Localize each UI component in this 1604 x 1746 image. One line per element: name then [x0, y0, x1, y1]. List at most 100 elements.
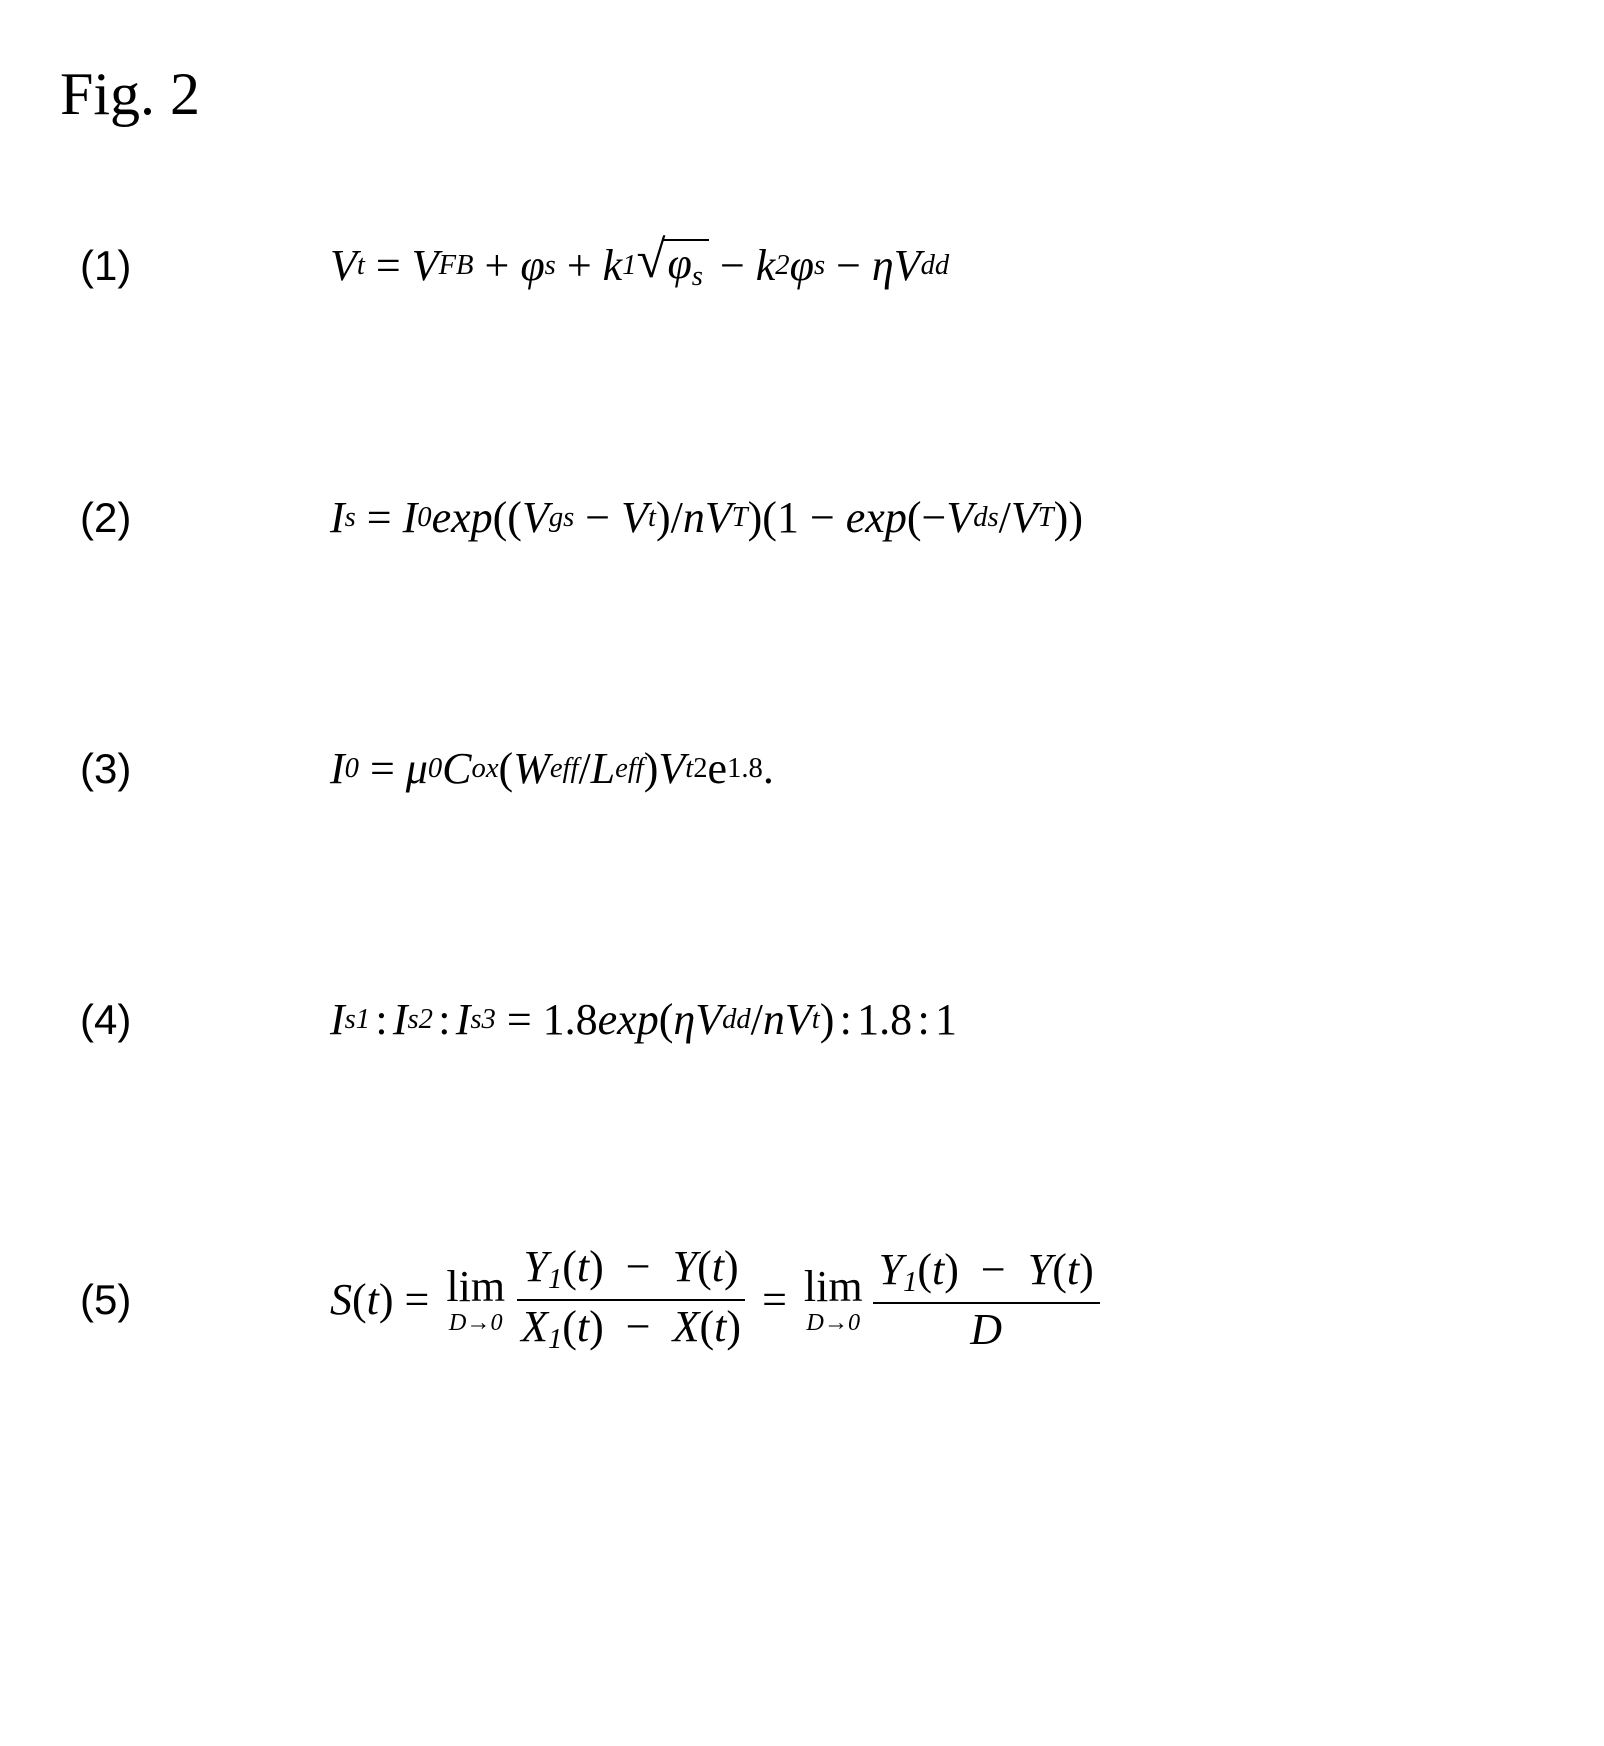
eq4-I1: I — [330, 994, 345, 1045]
eq3-L-sub: eff — [615, 753, 644, 785]
eq2-exp2: exp — [846, 492, 907, 543]
eq1-t4-sub: s — [814, 250, 825, 282]
eq3-trail: . — [763, 743, 774, 794]
eq4-c2: : — [438, 994, 450, 1045]
eq4-s2: s2 — [408, 1004, 433, 1036]
equation-row-1: (1) Vt = VFB + φs + k1 √ φs − k2 φs − η … — [80, 239, 1524, 292]
equation-row-5: (5) S(t) = lim D→0 Y1(t) − Y(t) X1(t) − … — [80, 1245, 1524, 1354]
equation-label-4: (4) — [80, 996, 270, 1044]
eq1-rad-sub: s — [692, 261, 703, 292]
eq4-Vt: V — [785, 994, 812, 1045]
eq5-frac1: Y1(t) − Y(t) X1(t) − X(t) — [515, 1245, 747, 1354]
eq1-plus1: + — [474, 240, 521, 291]
eq4-r3: 1 — [935, 994, 957, 1045]
eq3-Vt-sub: t — [685, 753, 693, 785]
eq5-t2: t — [577, 1242, 589, 1291]
eq1-t3-coef-sub: 1 — [622, 250, 636, 282]
eq4-n: n — [763, 994, 785, 1045]
eq5-Y1b-sub: 1 — [903, 1267, 917, 1298]
eq3-e-sup: 1.8 — [727, 753, 763, 785]
eq5-Ya: Y — [673, 1242, 697, 1291]
eq2-b4-sub: T — [732, 502, 748, 534]
eq2-c1-sub: ds — [973, 502, 998, 534]
eq4-eta: η — [673, 994, 695, 1045]
equation-row-4: (4) Is1 : Is2 : Is3 = 1.8 exp( η Vdd / n… — [80, 994, 1524, 1045]
eq1-t1-var: V — [412, 240, 439, 291]
eq1-lhs-var: V — [330, 240, 357, 291]
eq5-t5: t — [714, 1302, 726, 1351]
eq5-rpS: ) — [379, 1274, 394, 1325]
eq3-lhs-var: I — [330, 743, 345, 794]
eq4-c3: : — [840, 994, 852, 1045]
eq5-lpS: ( — [352, 1274, 367, 1325]
eq4-lp: ( — [659, 994, 674, 1045]
equation-label-3: (3) — [80, 745, 270, 793]
eq1-t4-coef: k — [756, 240, 776, 291]
eq2-b1-sub: gs — [549, 502, 574, 534]
eq1-sqrt: √ φs — [636, 239, 708, 292]
eq3-mu-sub: 0 — [428, 753, 442, 785]
eq4-Vt-sub: t — [812, 1004, 820, 1036]
eq2-rp2: )) — [1054, 492, 1083, 543]
eq3-C-sub: ox — [472, 753, 499, 785]
eq5-t3: t — [712, 1242, 724, 1291]
eq3-W: W — [513, 743, 550, 794]
eq1-t1-sub: FB — [439, 250, 474, 282]
eq5-t7: t — [1067, 1245, 1079, 1294]
eq1-t3-coef: k — [603, 240, 623, 291]
eq1-minus1: − — [709, 240, 756, 291]
eq5-lim1: lim D→0 — [446, 1265, 505, 1335]
eq2-c2-sub: T — [1038, 502, 1054, 534]
eq2-minus2: − — [799, 492, 846, 543]
eq4-s3: s3 — [470, 1004, 495, 1036]
eq2-b2-var: V — [621, 492, 648, 543]
sqrt-icon: √ — [636, 239, 665, 281]
eq2-rp-slash: )/ — [656, 492, 683, 543]
figure-title: Fig. 2 — [60, 60, 1524, 129]
eq2-b4-var: V — [705, 492, 732, 543]
eq5-frac2-den: D — [964, 1304, 1008, 1352]
eq5-eq1: = — [394, 1274, 441, 1325]
eq2-b2-sub: t — [648, 502, 656, 534]
eq5-frac1-num: Y1(t) − Y(t) — [517, 1245, 744, 1301]
eq4-rp: ) — [820, 994, 835, 1045]
eq1-t4-var: φ — [790, 240, 814, 291]
eq5-X1-sub: 1 — [548, 1324, 562, 1355]
eq3-Vt-sup: 2 — [693, 753, 707, 785]
eq5-lim2: lim D→0 — [804, 1265, 863, 1335]
eq5-t1: t — [367, 1274, 379, 1325]
eq2-exp1: exp — [432, 492, 493, 543]
eq1-plus2: + — [556, 240, 603, 291]
eq1-minus2: − — [825, 240, 872, 291]
eq3-rp: ) — [644, 743, 659, 794]
equation-body-3: I0 = μ0 Cox ( Weff / Leff ) Vt2 e1.8 . — [270, 743, 1524, 794]
eq1-rad-var: φ — [667, 239, 691, 288]
equation-row-3: (3) I0 = μ0 Cox ( Weff / Leff ) Vt2 e1.8… — [80, 743, 1524, 794]
eq4-eq: = — [496, 994, 543, 1045]
eq5-lim2-bot: D→0 — [806, 1311, 860, 1335]
eq2-a-sub: 0 — [417, 502, 431, 534]
eq3-e: e — [708, 743, 728, 794]
eq2-lhs-var: I — [330, 492, 345, 543]
eq5-frac2: Y1(t) − Y(t) D — [873, 1248, 1100, 1352]
eq3-eq: = — [359, 743, 406, 794]
eq1-t2-sub: s — [545, 250, 556, 282]
eq5-X1: X — [521, 1302, 548, 1351]
eq2-slash2: / — [999, 492, 1011, 543]
eq4-Vdd: V — [695, 994, 722, 1045]
eq2-rp1: )( — [748, 492, 777, 543]
eq5-t6: t — [932, 1245, 944, 1294]
eq5-Y1a-sub: 1 — [548, 1264, 562, 1295]
eq2-lp1: (( — [493, 492, 522, 543]
eq5-S: S — [330, 1274, 352, 1325]
eq3-C: C — [442, 743, 471, 794]
eq3-L: L — [591, 743, 615, 794]
eq1-lhs-sub: t — [357, 250, 365, 282]
equation-body-2: Is = I0 exp(( Vgs − Vt )/ n VT )( 1 − ex… — [270, 492, 1524, 543]
eq3-Vt: V — [658, 743, 685, 794]
eq2-minus1: − — [574, 492, 621, 543]
eq4-c4: : — [917, 994, 929, 1045]
eq1-t5-var: V — [894, 240, 921, 291]
eq3-lp: ( — [499, 743, 514, 794]
eq4-slash: / — [751, 994, 763, 1045]
